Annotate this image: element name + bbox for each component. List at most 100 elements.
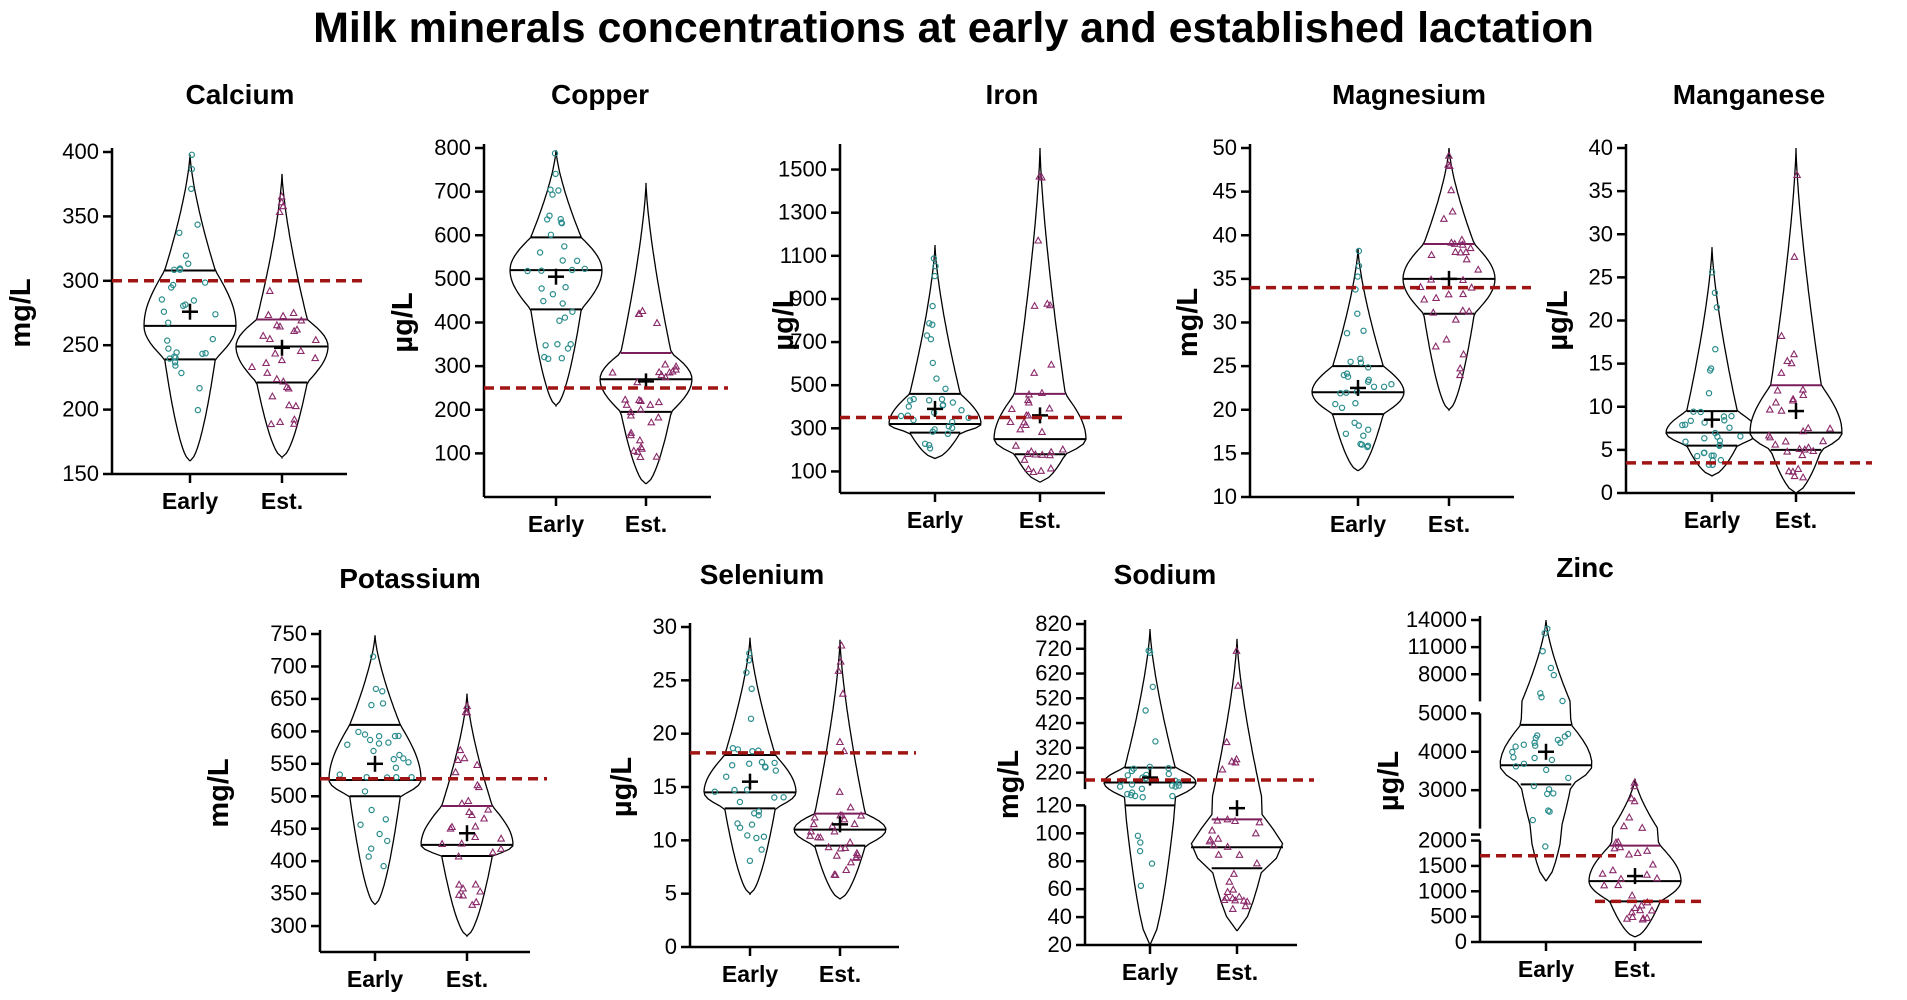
data-point: [1228, 904, 1237, 912]
data-point: [932, 262, 939, 270]
data-point: [1020, 455, 1029, 463]
y-tick-label: 420: [1035, 710, 1072, 735]
data-point: [1340, 371, 1348, 379]
data-point: [758, 846, 765, 853]
data-point: [1461, 247, 1471, 256]
iron-violin-est: [993, 147, 1087, 483]
data-point: [554, 341, 561, 348]
data-point: [1046, 463, 1056, 472]
data-point: [1134, 832, 1142, 840]
data-point: [1030, 368, 1039, 376]
data-point: [1136, 847, 1144, 855]
y-tick-label: 11000: [1407, 634, 1467, 659]
iron-y-axis: 100 300 500 700 900 1100 1300 1500: [778, 144, 842, 493]
data-point: [1693, 452, 1701, 460]
data-point: [268, 391, 277, 400]
data-point: [1713, 304, 1721, 311]
data-point: [569, 308, 576, 315]
data-point: [1638, 823, 1647, 831]
data-point: [1337, 390, 1344, 397]
data-point: [1777, 368, 1786, 376]
data-point: [734, 746, 742, 753]
data-point: [1783, 447, 1792, 455]
data-point: [368, 701, 375, 709]
magnesium-y-label: mg/L: [1172, 288, 1204, 357]
calcium-violin-est: [235, 173, 329, 459]
data-point: [1364, 426, 1372, 433]
data-point: [290, 415, 299, 423]
data-point: [1207, 826, 1217, 834]
data-point: [850, 819, 859, 828]
y-tick-label: 20: [653, 721, 677, 746]
data-point: [841, 843, 850, 851]
data-point: [1784, 466, 1794, 475]
data-point: [929, 321, 936, 328]
data-point: [1358, 441, 1366, 448]
violin-outline: [1588, 778, 1682, 938]
data-point: [1798, 450, 1807, 459]
data-point: [1554, 736, 1562, 744]
data-point: [473, 780, 482, 789]
data-point: [1168, 782, 1176, 789]
x-category-label: Early: [1684, 507, 1740, 533]
data-point: [376, 830, 383, 838]
data-point: [1777, 331, 1786, 339]
data-point: [1630, 796, 1639, 805]
data-point: [1550, 790, 1557, 797]
data-point: [557, 215, 564, 223]
data-point: [1648, 860, 1658, 868]
data-point: [1364, 378, 1372, 385]
data-point: [1444, 151, 1454, 159]
violin-outline: [599, 182, 693, 485]
data-point: [945, 423, 953, 430]
data-point: [1165, 765, 1172, 772]
data-point: [542, 342, 549, 349]
data-point: [188, 165, 195, 173]
data-point: [1037, 388, 1047, 396]
data-point: [1542, 766, 1550, 774]
data-point: [289, 308, 298, 317]
data-point: [832, 851, 841, 859]
y-tick-label: 600: [270, 718, 307, 743]
data-point: [1765, 432, 1775, 441]
data-point: [573, 257, 581, 264]
data-point: [311, 335, 320, 344]
data-point: [761, 763, 769, 770]
data-point: [1352, 400, 1359, 407]
data-point: [1728, 412, 1735, 420]
data-point: [163, 337, 171, 344]
data-point: [1458, 289, 1468, 298]
data-point: [751, 810, 758, 817]
data-point: [1235, 892, 1244, 900]
data-point: [1529, 816, 1537, 824]
data-point: [1138, 785, 1146, 793]
calcium-y-label: mg/L: [5, 278, 37, 347]
data-point: [1169, 792, 1176, 800]
sodium-y-label: mg/L: [993, 750, 1025, 819]
data-point: [1214, 850, 1223, 858]
data-point: [747, 715, 755, 723]
y-tick-label: 100: [790, 458, 827, 483]
data-point: [1616, 842, 1625, 851]
data-point: [1712, 346, 1719, 353]
data-point: [1773, 386, 1782, 394]
data-point: [926, 320, 933, 327]
y-tick-label: 120: [1035, 792, 1072, 817]
data-point: [1652, 873, 1662, 882]
zinc-violin-early: [1499, 619, 1593, 882]
data-point: [1543, 790, 1551, 798]
data-point: [275, 322, 285, 330]
y-tick-label: 60: [1048, 876, 1072, 901]
data-point: [1642, 913, 1652, 921]
data-point: [160, 308, 168, 315]
data-point: [1364, 364, 1372, 371]
data-point: [931, 272, 939, 280]
y-tick-label: 520: [1035, 685, 1072, 710]
data-point: [1800, 445, 1809, 453]
data-point: [1213, 816, 1222, 824]
data-point: [1450, 239, 1459, 247]
data-point: [771, 759, 778, 767]
data-point: [1716, 437, 1724, 444]
data-point: [1531, 754, 1538, 762]
data-point: [471, 880, 480, 888]
